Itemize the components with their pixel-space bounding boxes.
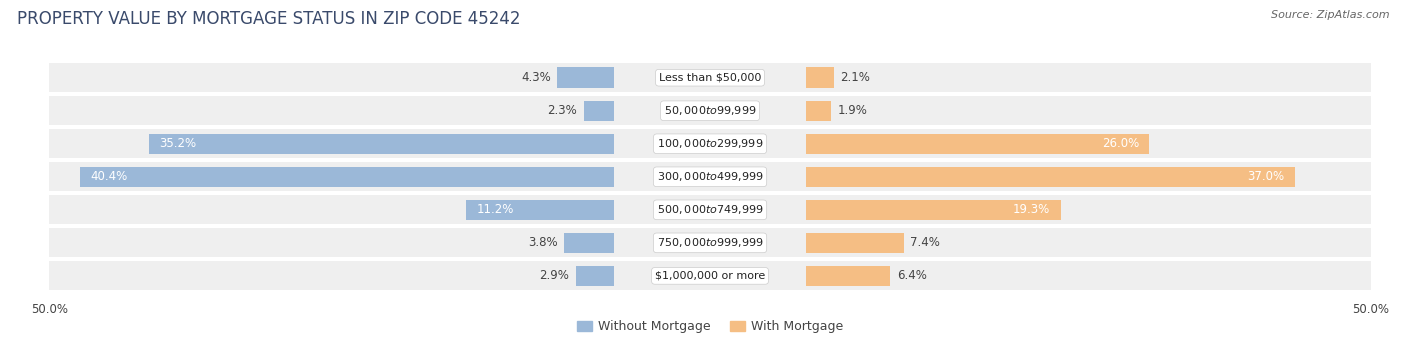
Text: 40.4%: 40.4% (91, 170, 128, 183)
Text: $300,000 to $499,999: $300,000 to $499,999 (657, 170, 763, 183)
Bar (49, 195, 1371, 224)
Text: 11.2%: 11.2% (477, 203, 515, 216)
Text: $100,000 to $299,999: $100,000 to $299,999 (657, 137, 763, 150)
Text: 2.1%: 2.1% (841, 71, 870, 84)
Bar (806, 200, 1062, 220)
Text: 6.4%: 6.4% (897, 269, 927, 283)
Text: 2.3%: 2.3% (547, 104, 578, 117)
Text: 35.2%: 35.2% (159, 137, 197, 150)
Bar (467, 200, 614, 220)
Text: 1.9%: 1.9% (838, 104, 868, 117)
Text: $750,000 to $999,999: $750,000 to $999,999 (657, 236, 763, 249)
Bar (806, 266, 890, 286)
Bar (576, 266, 614, 286)
Bar (557, 67, 614, 88)
Bar (49, 96, 1371, 125)
Bar (149, 134, 614, 154)
Bar (564, 233, 614, 253)
Bar (49, 162, 1371, 191)
Bar (49, 129, 1371, 158)
Bar (49, 63, 1371, 92)
Text: PROPERTY VALUE BY MORTGAGE STATUS IN ZIP CODE 45242: PROPERTY VALUE BY MORTGAGE STATUS IN ZIP… (17, 10, 520, 28)
Text: $1,000,000 or more: $1,000,000 or more (655, 271, 765, 281)
Bar (806, 67, 834, 88)
Bar (806, 101, 831, 121)
Text: 2.9%: 2.9% (540, 269, 569, 283)
Bar (806, 167, 1295, 187)
Bar (80, 167, 614, 187)
Text: 26.0%: 26.0% (1102, 137, 1139, 150)
Text: $500,000 to $749,999: $500,000 to $749,999 (657, 203, 763, 216)
Text: 3.8%: 3.8% (527, 236, 557, 249)
Legend: Without Mortgage, With Mortgage: Without Mortgage, With Mortgage (574, 317, 846, 337)
Text: 19.3%: 19.3% (1014, 203, 1050, 216)
Text: 37.0%: 37.0% (1247, 170, 1284, 183)
Text: 4.3%: 4.3% (522, 71, 551, 84)
Text: Less than $50,000: Less than $50,000 (659, 73, 761, 83)
Bar (49, 228, 1371, 257)
Bar (806, 233, 904, 253)
Bar (49, 261, 1371, 290)
Text: Source: ZipAtlas.com: Source: ZipAtlas.com (1271, 10, 1389, 20)
Bar (583, 101, 614, 121)
Text: $50,000 to $99,999: $50,000 to $99,999 (664, 104, 756, 117)
Text: 7.4%: 7.4% (910, 236, 941, 249)
Bar (806, 134, 1150, 154)
